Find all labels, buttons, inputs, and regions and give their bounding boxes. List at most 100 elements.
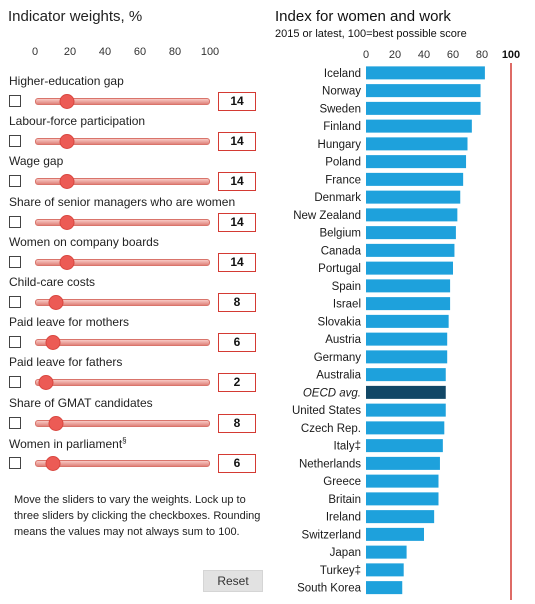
weight-slider-track[interactable] bbox=[35, 134, 210, 150]
bar[interactable] bbox=[366, 137, 468, 151]
slider-handle[interactable] bbox=[59, 214, 74, 230]
slider-handle[interactable] bbox=[59, 94, 74, 109]
x-axis-tick-label: 20 bbox=[389, 49, 401, 61]
bar[interactable] bbox=[366, 297, 451, 311]
bar[interactable] bbox=[366, 403, 446, 417]
bar[interactable] bbox=[366, 439, 443, 453]
country-label: Poland bbox=[325, 157, 361, 169]
x-axis-tick-label: 0 bbox=[363, 49, 369, 61]
bar[interactable] bbox=[366, 101, 481, 115]
indicator-label: Child-care costs bbox=[9, 275, 95, 289]
bar[interactable] bbox=[366, 368, 446, 382]
lock-checkbox[interactable] bbox=[9, 376, 21, 389]
indicator-label-text: Women in parliament bbox=[9, 436, 123, 451]
lock-checkbox[interactable] bbox=[9, 456, 21, 469]
weight-slider-track[interactable] bbox=[35, 375, 210, 391]
bar[interactable] bbox=[366, 545, 407, 559]
weight-value-box: 14 bbox=[218, 252, 256, 272]
bar[interactable] bbox=[366, 243, 455, 257]
slider-handle[interactable] bbox=[38, 375, 53, 391]
weight-slider-track[interactable] bbox=[35, 455, 210, 471]
slider-handle[interactable] bbox=[59, 134, 74, 150]
weight-slider-track[interactable] bbox=[35, 415, 210, 431]
bar[interactable] bbox=[366, 563, 404, 577]
slider-handle[interactable] bbox=[45, 335, 60, 351]
bar[interactable] bbox=[366, 66, 485, 80]
slider-handle[interactable] bbox=[48, 295, 64, 310]
lock-checkbox[interactable] bbox=[9, 336, 21, 349]
slider-handle[interactable] bbox=[59, 254, 74, 270]
country-label: Israel bbox=[333, 299, 361, 311]
reset-button[interactable]: Reset bbox=[203, 570, 263, 592]
bar[interactable] bbox=[366, 155, 467, 169]
bar[interactable] bbox=[366, 581, 403, 595]
bar[interactable] bbox=[366, 527, 424, 541]
bar[interactable] bbox=[366, 261, 453, 275]
indicator-label: Labour-force participation bbox=[9, 114, 145, 128]
country-label: Sweden bbox=[319, 103, 361, 115]
indicator-label-text: Share of senior managers who are women bbox=[9, 194, 236, 209]
lock-checkbox[interactable] bbox=[9, 416, 21, 429]
indicator-slider-row: Women in parliament§ 6 bbox=[0, 436, 270, 476]
bar[interactable] bbox=[366, 84, 481, 98]
country-label: France bbox=[325, 174, 361, 186]
bar[interactable] bbox=[366, 314, 449, 328]
weight-slider-track[interactable] bbox=[35, 94, 210, 109]
indicator-label: Women on company boards bbox=[9, 235, 159, 249]
bar[interactable] bbox=[366, 172, 464, 186]
indicator-label: Share of senior managers who are women bbox=[9, 195, 235, 209]
bar[interactable] bbox=[366, 350, 448, 364]
indicator-slider-row: Labour-force participation 14 bbox=[0, 114, 270, 154]
country-label: OECD avg. bbox=[303, 387, 361, 399]
country-label: Ireland bbox=[326, 512, 361, 524]
country-label: Iceland bbox=[324, 68, 361, 80]
slider-handle[interactable] bbox=[48, 415, 64, 431]
country-label: New Zealand bbox=[293, 210, 361, 222]
weight-value-box: 6 bbox=[218, 333, 256, 353]
weight-value-box: 14 bbox=[218, 132, 256, 152]
slider-handle[interactable] bbox=[59, 174, 74, 190]
x-axis-tick-label: 80 bbox=[476, 49, 488, 61]
country-label: Slovakia bbox=[318, 316, 362, 328]
weight-slider-track[interactable] bbox=[35, 214, 210, 230]
bar[interactable] bbox=[366, 474, 439, 488]
bar[interactable] bbox=[366, 456, 440, 470]
bar[interactable] bbox=[366, 208, 458, 222]
bar[interactable] bbox=[366, 279, 451, 293]
indicator-slider-row: Wage gap 14 bbox=[0, 154, 270, 194]
bar[interactable] bbox=[366, 332, 448, 346]
indicator-label: Paid leave for fathers bbox=[9, 355, 122, 369]
bar[interactable] bbox=[366, 119, 472, 133]
bar[interactable] bbox=[366, 385, 446, 399]
bar[interactable] bbox=[366, 510, 435, 524]
country-label: South Korea bbox=[297, 583, 362, 595]
weight-value-box: 6 bbox=[218, 453, 256, 473]
weights-axis-tick: 100 bbox=[200, 46, 220, 58]
indicator-label: Share of GMAT candidates bbox=[9, 396, 153, 410]
indicator-label-text: Women on company boards bbox=[9, 234, 159, 249]
weight-slider-track[interactable] bbox=[35, 254, 210, 270]
instructions-text: Move the sliders to vary the weights. Lo… bbox=[14, 494, 261, 538]
country-label: Portugal bbox=[318, 263, 361, 275]
country-label: Australia bbox=[316, 370, 361, 382]
bar[interactable] bbox=[366, 492, 439, 506]
bar[interactable] bbox=[366, 421, 445, 435]
lock-checkbox[interactable] bbox=[9, 95, 21, 107]
lock-checkbox[interactable] bbox=[9, 135, 21, 148]
lock-checkbox[interactable] bbox=[9, 175, 21, 188]
weight-slider-track[interactable] bbox=[35, 295, 210, 310]
bar[interactable] bbox=[366, 226, 456, 240]
indicator-label: Wage gap bbox=[9, 154, 63, 168]
slider-handle[interactable] bbox=[45, 455, 60, 471]
lock-checkbox[interactable] bbox=[9, 215, 21, 228]
lock-checkbox[interactable] bbox=[9, 255, 21, 268]
country-label: Austria bbox=[325, 334, 361, 346]
weight-slider-track[interactable] bbox=[35, 174, 210, 190]
weights-axis-tick: 80 bbox=[168, 46, 182, 58]
lock-checkbox[interactable] bbox=[9, 296, 21, 308]
weight-value-box: 14 bbox=[218, 172, 256, 192]
bar-chart: 0 20 40 60 80 100 Iceland Norway Sweden Finland Hu… bbox=[292, 49, 520, 600]
weight-slider-track[interactable] bbox=[35, 335, 210, 351]
bar[interactable] bbox=[366, 190, 461, 204]
